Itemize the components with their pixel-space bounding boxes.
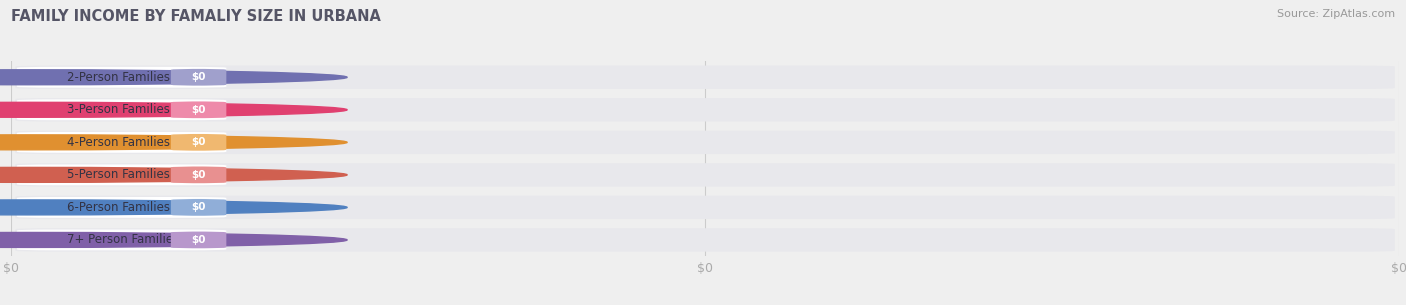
FancyBboxPatch shape <box>15 66 1395 89</box>
FancyBboxPatch shape <box>172 134 226 151</box>
Circle shape <box>0 167 347 182</box>
FancyBboxPatch shape <box>15 163 1395 187</box>
Text: $0: $0 <box>191 137 205 147</box>
FancyBboxPatch shape <box>15 196 1395 219</box>
Circle shape <box>0 135 347 150</box>
Circle shape <box>0 70 347 85</box>
FancyBboxPatch shape <box>17 132 226 153</box>
FancyBboxPatch shape <box>172 167 226 183</box>
FancyBboxPatch shape <box>15 131 1395 154</box>
FancyBboxPatch shape <box>15 228 1395 252</box>
Circle shape <box>0 200 347 215</box>
Circle shape <box>0 102 347 117</box>
Text: $0: $0 <box>191 105 205 115</box>
Text: 3-Person Families: 3-Person Families <box>66 103 170 116</box>
Text: $0: $0 <box>191 203 205 212</box>
Text: 7+ Person Families: 7+ Person Families <box>66 233 179 246</box>
FancyBboxPatch shape <box>172 101 226 118</box>
FancyBboxPatch shape <box>172 231 226 248</box>
Circle shape <box>0 232 347 247</box>
Text: 5-Person Families: 5-Person Families <box>66 168 170 181</box>
FancyBboxPatch shape <box>17 197 226 218</box>
Text: 6-Person Families: 6-Person Families <box>66 201 170 214</box>
FancyBboxPatch shape <box>172 69 226 86</box>
Text: 2-Person Families: 2-Person Families <box>66 71 170 84</box>
Text: FAMILY INCOME BY FAMALIY SIZE IN URBANA: FAMILY INCOME BY FAMALIY SIZE IN URBANA <box>11 9 381 24</box>
FancyBboxPatch shape <box>17 230 226 250</box>
FancyBboxPatch shape <box>15 98 1395 121</box>
FancyBboxPatch shape <box>172 199 226 216</box>
Text: 4-Person Families: 4-Person Families <box>66 136 170 149</box>
FancyBboxPatch shape <box>17 164 226 185</box>
FancyBboxPatch shape <box>17 67 226 88</box>
Text: Source: ZipAtlas.com: Source: ZipAtlas.com <box>1277 9 1395 19</box>
Text: $0: $0 <box>191 235 205 245</box>
Text: $0: $0 <box>191 72 205 82</box>
FancyBboxPatch shape <box>17 99 226 120</box>
Text: $0: $0 <box>191 170 205 180</box>
